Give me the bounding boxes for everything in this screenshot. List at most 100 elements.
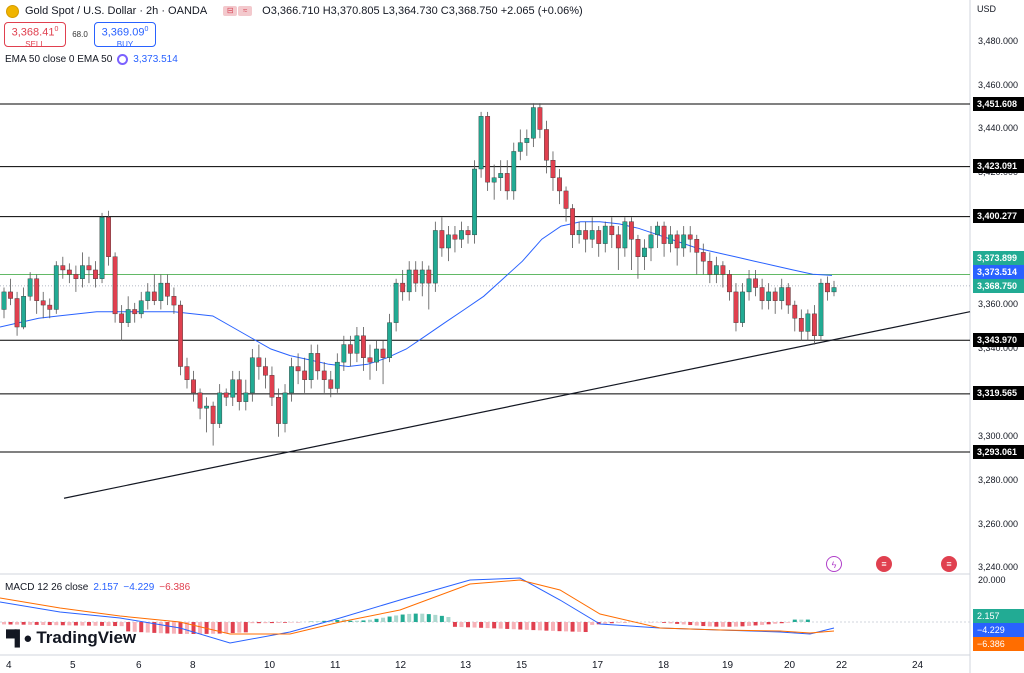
candle-body (576, 230, 582, 236)
us-flag-event-icon[interactable]: ≡ (941, 556, 957, 572)
candle-body (158, 282, 164, 301)
x-axis-tick: 18 (658, 660, 670, 671)
candle-body (406, 269, 412, 293)
x-axis-tick: 12 (395, 660, 407, 671)
candle-body (733, 291, 739, 323)
macd-label: MACD 12 26 close (5, 582, 89, 593)
candle-body (727, 274, 732, 293)
macd-histogram-bar (354, 620, 359, 622)
macd-histogram-bar (60, 622, 65, 626)
event-lightning-icon[interactable]: ϟ (826, 556, 842, 572)
macd-histogram-bar (15, 622, 20, 625)
candle-body (289, 366, 294, 394)
x-axis-tick: 17 (592, 660, 604, 671)
macd-histogram-bar (518, 622, 523, 630)
macd-histogram-bar (439, 615, 444, 622)
macd-value-tag[interactable]: −6.386 (973, 637, 1024, 651)
candle-body (524, 138, 530, 143)
price-tag[interactable]: 3,400.277 (973, 209, 1024, 223)
macd-histogram-bar (367, 619, 372, 622)
candle-body (570, 208, 575, 236)
macd-histogram-bar (537, 622, 542, 631)
candle-body (459, 230, 464, 240)
candle-body (112, 256, 118, 315)
x-axis-tick: 8 (190, 660, 196, 671)
price-tag[interactable]: 3,373.514 (973, 265, 1024, 279)
ema-legend[interactable]: EMA 50 close 0 EMA 50 3,373.514 (5, 54, 178, 65)
macd-histogram-bar (668, 622, 673, 624)
candle-body (217, 392, 223, 424)
macd-signal-value: −4.229 (123, 582, 155, 593)
macd-histogram-bar (609, 622, 614, 624)
candle-body (589, 230, 595, 240)
price-tag[interactable]: 3,319.565 (973, 386, 1024, 400)
candle-body (642, 247, 647, 257)
candle-body (720, 265, 726, 275)
candle-body (191, 379, 196, 394)
candle-body (138, 300, 144, 315)
macd-histogram-bar (21, 622, 26, 625)
buy-button[interactable]: 3,369.090 BUY (94, 22, 156, 49)
macd-histogram-bar (590, 622, 595, 625)
candle-body (230, 379, 236, 398)
ema-label: EMA 50 close 0 EMA 50 (5, 54, 113, 65)
macd-value-tag[interactable]: −4.229 (973, 623, 1024, 637)
candle-body (472, 168, 477, 236)
tradingview-logo[interactable]: ▀▌● TradingView (6, 628, 136, 648)
candle-body (256, 357, 262, 367)
x-axis-tick: 11 (330, 660, 341, 671)
macd-histogram-bar (524, 622, 529, 630)
symbol-title[interactable]: Gold Spot / U.S. Dollar · 2h · OANDA (25, 5, 208, 17)
candle-body (537, 107, 543, 130)
candle-body (1, 291, 7, 310)
macd-histogram-bar (171, 622, 176, 634)
price-tag[interactable]: 3,293.061 (973, 445, 1024, 459)
candle-body (687, 234, 693, 240)
candle-body (766, 291, 772, 301)
candle-body (622, 221, 628, 249)
price-tag[interactable]: 3,373.899 (973, 251, 1024, 265)
currency-label[interactable]: USD (977, 4, 997, 14)
candle-body (223, 392, 229, 398)
macd-histogram-bar (733, 622, 738, 627)
sell-button[interactable]: 3,368.410 SELL (4, 22, 66, 49)
price-tag[interactable]: 3,343.970 (973, 333, 1024, 347)
candle-body (374, 348, 379, 363)
macd-histogram-bar (616, 622, 621, 623)
market-status-icon[interactable]: ⊟ ≈ (223, 6, 253, 16)
y-axis-tick: 3,300.000 (978, 430, 1019, 441)
macd-signal-line (0, 579, 835, 635)
macd-histogram-bar (420, 613, 425, 622)
x-axis-tick: 5 (70, 660, 76, 671)
macd-legend[interactable]: MACD 12 26 close 2.157 −4.229 −6.386 (5, 582, 190, 593)
price-tag[interactable]: 3,423.091 (973, 159, 1024, 173)
price-tag[interactable]: 3,368.750 (973, 279, 1024, 293)
macd-value-tag[interactable]: 2.157 (973, 609, 1024, 623)
macd-histogram-bar (250, 622, 255, 624)
candle-body (635, 239, 641, 257)
macd-histogram-bar (211, 622, 216, 634)
candle-body (485, 116, 491, 183)
x-axis-tick: 4 (6, 660, 12, 671)
macd-histogram-bar (557, 622, 562, 632)
macd-histogram-bar (263, 622, 268, 624)
candle-body (354, 335, 360, 354)
candle-body (557, 177, 562, 192)
candle-body (713, 265, 719, 275)
macd-histogram-bar (577, 622, 582, 632)
macd-histogram-bar (139, 622, 144, 633)
macd-histogram-bar (570, 622, 575, 632)
candle-body (413, 269, 419, 284)
candle-body (596, 230, 602, 244)
macd-histogram-bar (276, 622, 281, 623)
price-tag[interactable]: 3,451.608 (973, 97, 1024, 111)
macd-histogram-bar (113, 622, 118, 627)
macd-histogram-bar (86, 622, 91, 626)
candle-body (798, 318, 804, 332)
x-axis-tick: 24 (912, 660, 924, 671)
macd-histogram-bar (184, 622, 189, 634)
macd-histogram-bar (230, 622, 235, 634)
us-flag-event-icon[interactable]: ≡ (876, 556, 892, 572)
candle-body (308, 353, 314, 380)
